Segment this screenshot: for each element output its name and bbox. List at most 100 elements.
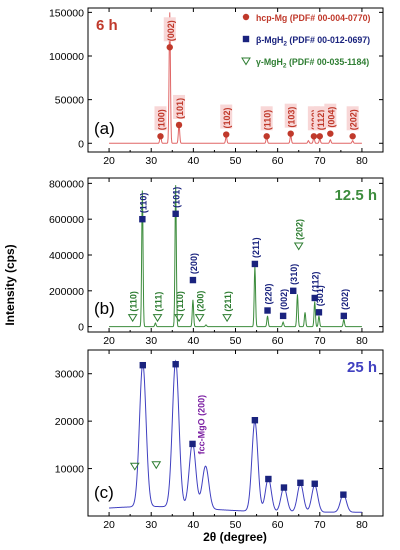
time-label: 25 h <box>347 359 377 376</box>
mg-peak-marker <box>175 121 183 129</box>
plot-frame <box>87 349 384 517</box>
legend-entry: hcp-Mg (PDF# 00-004-0770) <box>256 13 370 23</box>
beta-peak-marker <box>264 307 271 314</box>
legend-entry: β-MgH2 (PDF# 00-012-0697) <box>256 35 370 48</box>
beta-peak-marker <box>139 215 146 223</box>
peak-label: (111) <box>154 292 164 312</box>
peak-label: (101) <box>175 98 185 119</box>
gamma-peak-marker <box>127 314 138 323</box>
legend-entry: γ-MgH2 (PDF# 00-035-1184) <box>256 57 369 70</box>
beta-peak-marker <box>172 361 179 368</box>
peak-label: (110) <box>129 291 139 312</box>
peak-label: (211) <box>223 291 233 312</box>
mg-peak-marker <box>287 130 294 137</box>
mg-peak-marker <box>166 44 173 51</box>
x-tick-label: 20 <box>103 335 115 347</box>
gamma-peak-marker <box>293 242 304 251</box>
x-tick-label: 40 <box>188 335 200 347</box>
beta-peak-marker <box>189 440 196 448</box>
y-tick-label: 100000 <box>49 51 84 63</box>
peak-label: (112) <box>316 110 326 131</box>
x-tick-label: 50 <box>230 155 242 167</box>
mg-peak-marker <box>316 133 323 140</box>
beta-peak-marker <box>251 416 259 424</box>
legend-marker <box>242 13 250 21</box>
peak-label-bg <box>163 17 176 42</box>
y-tick-label: 200000 <box>49 286 84 298</box>
x-tick-label: 70 <box>314 335 326 347</box>
gamma-peak-marker <box>222 314 232 323</box>
x-tick-label: 30 <box>145 155 157 167</box>
gamma-peak-marker <box>152 314 163 323</box>
gamma-peak-marker <box>194 314 205 323</box>
peak-label: (211) <box>251 237 261 258</box>
mg-peak-marker <box>157 133 164 140</box>
peak-label-bg <box>324 103 337 128</box>
y-tick-label: 0 <box>78 322 84 334</box>
peak-label: (002) <box>279 289 289 310</box>
beta-peak-marker <box>139 361 146 369</box>
y-tick-label: 150000 <box>49 7 84 19</box>
mg-peak-marker <box>310 133 318 140</box>
beta-peak-marker <box>340 312 348 320</box>
gamma-peak-marker <box>174 314 184 323</box>
peak-label: (220) <box>264 283 274 304</box>
panel-1: 20 30 40 50 60 70 80 0 50000 100000 150000 (100) (00… <box>49 7 384 167</box>
x-axis-label: 2θ (degree) <box>203 530 267 544</box>
x-tick-label: 20 <box>103 519 115 531</box>
beta-peak-marker <box>340 491 347 498</box>
beta-peak-marker <box>297 479 304 486</box>
peak-label: (202) <box>295 219 305 240</box>
y-tick-label: 600000 <box>49 214 84 226</box>
peak-label: (202) <box>340 289 350 310</box>
gamma-peak-marker <box>129 462 140 471</box>
y-tick-label: 0 <box>78 138 84 150</box>
mg-peak-marker <box>327 130 334 137</box>
peak-label: (110) <box>175 291 185 312</box>
peak-label-bg <box>154 106 167 131</box>
gamma-peak-marker <box>151 461 162 470</box>
x-tick-label: 50 <box>230 519 242 531</box>
peak-label: (102) <box>222 108 232 129</box>
beta-peak-marker <box>311 294 318 302</box>
beta-peak-marker <box>311 480 318 487</box>
peak-label-bg <box>220 104 233 129</box>
panel-3: 20 30 40 50 60 70 80 10000 20000 30000 (c) 25 h fcc-… <box>55 349 384 531</box>
x-tick-label: 30 <box>145 335 157 347</box>
plot-frame <box>87 7 384 153</box>
peak-label: (310) <box>289 264 299 285</box>
x-tick-label: 70 <box>314 155 326 167</box>
legend-marker <box>241 57 251 66</box>
x-tick-label: 70 <box>314 519 326 531</box>
peak-label: (112) <box>311 271 321 292</box>
legend-marker <box>242 35 250 43</box>
beta-peak-marker <box>251 260 259 268</box>
peak-label: (200) <box>196 291 206 312</box>
xrd-pattern-line <box>109 185 362 328</box>
x-tick-label: 40 <box>188 519 200 531</box>
x-tick-label: 80 <box>356 335 368 347</box>
y-axis-label: Intensity (cps) <box>3 244 17 325</box>
peak-label: (110) <box>263 110 273 131</box>
peak-label-bg <box>260 106 273 131</box>
x-tick-label: 80 <box>356 155 368 167</box>
x-tick-label: 30 <box>145 519 157 531</box>
beta-peak-marker <box>290 287 297 295</box>
peak-label: (301) <box>315 285 325 306</box>
beta-peak-marker <box>280 484 288 491</box>
peak-label: (110) <box>138 193 148 214</box>
panel-label: (c) <box>94 483 114 502</box>
x-tick-label: 60 <box>272 335 284 347</box>
peak-label: (103) <box>287 107 297 128</box>
time-label: 6 h <box>96 17 118 34</box>
y-tick-label: 20000 <box>55 416 84 428</box>
x-tick-label: 60 <box>272 519 284 531</box>
peak-label: (004) <box>326 107 336 128</box>
peak-label: (202) <box>349 109 359 130</box>
peak-label: (002) <box>166 20 176 41</box>
panel-2: 20 30 40 50 60 70 80 0 200000 400000 600000 800000 (… <box>49 177 384 347</box>
mg-peak-marker <box>263 133 270 140</box>
beta-peak-marker <box>315 309 323 316</box>
panel-label: (b) <box>94 299 115 318</box>
